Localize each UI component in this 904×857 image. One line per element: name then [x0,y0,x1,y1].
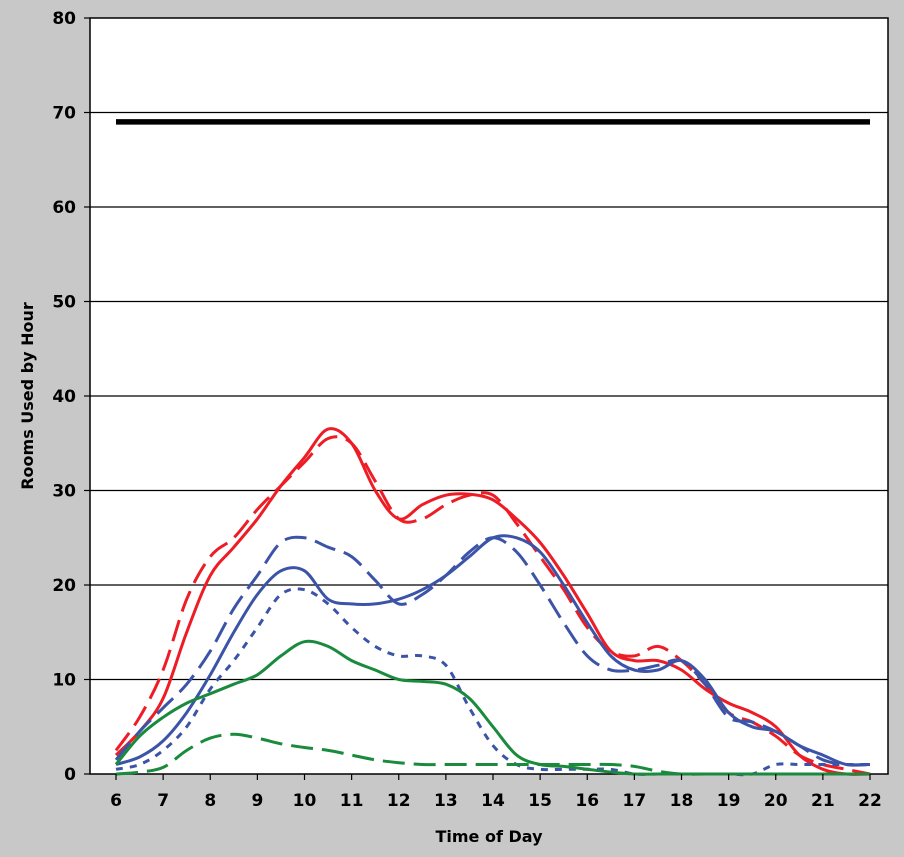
y-tick-label: 50 [52,293,76,313]
series-line-1 [114,427,871,776]
x-tick-label: 8 [204,791,216,811]
gridlines [90,111,888,681]
x-tick-label: 20 [764,791,788,811]
series-line-4 [114,535,871,767]
y-tick-label: 30 [52,482,76,502]
x-tick-label: 7 [157,791,169,811]
x-tick-label: 19 [717,791,741,811]
y-tick-label: 70 [52,104,76,124]
y-tick-label: 40 [52,387,76,407]
x-tick-label: 21 [811,791,835,811]
y-tick-label: 10 [52,671,76,691]
x-tick-label: 15 [528,791,552,811]
x-tick-labels: 6 7 8 9 10 11 12 13 14 15 16 17 18 19 20 21 22 [110,774,882,811]
x-tick-label: 16 [575,791,599,811]
x-tick-label: 6 [110,791,122,811]
series-line-2 [114,435,871,776]
x-axis-title: Time of Day [435,827,543,846]
x-tick-label: 14 [481,791,505,811]
y-tick-label: 60 [52,198,76,218]
x-tick-label: 17 [623,791,647,811]
x-tick-label: 13 [434,791,458,811]
y-tick-label: 0 [64,765,76,785]
x-tick-label: 9 [251,791,263,811]
series-line-6 [114,639,870,776]
y-axis-title: Rooms Used by Hour [18,302,37,490]
y-tick-label: 80 [52,9,76,29]
x-tick-label: 12 [387,791,411,811]
x-tick-label: 10 [293,791,317,811]
x-tick-label: 11 [340,791,364,811]
y-tick-labels: 0 10 20 30 40 50 60 70 80 [52,9,90,785]
series-line-5 [115,587,870,777]
x-tick-label: 18 [670,791,694,811]
series-lines [114,119,871,777]
series-line-7 [115,732,870,776]
x-tick-label: 22 [858,791,882,811]
y-tick-label: 20 [52,576,76,596]
